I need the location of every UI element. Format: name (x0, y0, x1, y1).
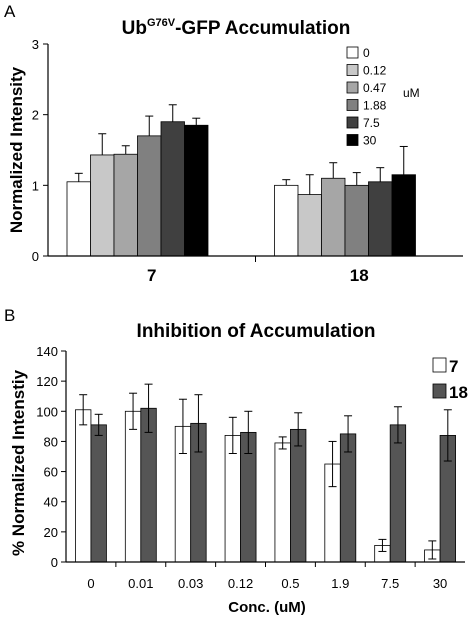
panel-b-bars (75, 383, 456, 563)
panel-a-legend-label: 30 (363, 134, 377, 148)
panel-b-y-tick-label: 100 (36, 404, 58, 419)
panel-a-x-tick-labels: 7 18 (147, 266, 369, 285)
panel-b-bar (124, 410, 142, 563)
panel-a-bar (368, 181, 393, 257)
panel-b-x-tick-label: 0.03 (178, 576, 203, 591)
panel-a-title-sup: G76V (147, 17, 176, 29)
panel-b-bar (224, 434, 241, 563)
panel-a-legend-label: 0 (363, 46, 370, 60)
panel-b-title: Inhibition of Accumulation (137, 321, 376, 342)
panel-b-legend-label: 18 (449, 383, 468, 402)
panel-b-x-tick-label: 7.5 (381, 576, 399, 591)
panel-b-bar (290, 428, 307, 563)
panel-a-bar (344, 184, 369, 257)
panel-a-legend-unit: uM (403, 86, 420, 100)
panel-b-x-tick-label: 0 (87, 576, 94, 591)
panel-a-bar (297, 194, 322, 257)
panel-b-y-tick-label: 20 (44, 525, 58, 540)
panel-b-x-tick-label: 30 (433, 576, 447, 591)
panel-a-y-tick-label: 3 (32, 37, 39, 52)
panel-a-y-tick-label: 2 (32, 108, 39, 123)
panel-a-bar (66, 181, 91, 257)
panel-a-legend-swatch (346, 99, 359, 111)
panel-b-legend-label: 7 (449, 357, 458, 376)
panel-a-legend-label: 0.47 (363, 81, 387, 95)
panel-a-legend: 0 0.12 0.47 1.88 7.5 30 (346, 46, 387, 148)
panel-a-bar (184, 124, 209, 257)
panel-b-chart: B Inhibition of Accumulation % Normalize… (4, 306, 468, 616)
panel-b-y-axis-label: % Normalized Intenstiy (9, 369, 28, 556)
panel-a-bar (321, 177, 346, 257)
panel-b-bar (339, 433, 357, 563)
panel-b-y-tick-label: 80 (44, 434, 58, 449)
panel-b-y-tick-label: 140 (36, 344, 58, 359)
panel-b-legend: 718 (432, 357, 468, 402)
panel-a-bar (113, 153, 138, 257)
panel-b-x-axis-label: Conc. (uM) (228, 599, 305, 616)
panel-b-y-tick-label: 60 (44, 465, 58, 480)
panel-a-axes (47, 44, 463, 262)
panel-a-bar (274, 184, 299, 257)
panel-b-bar (389, 424, 407, 563)
panel-a-legend-label: 1.88 (363, 99, 387, 113)
panel-a-letter: A (4, 2, 16, 21)
panel-a-legend-swatch (346, 134, 359, 146)
panel-b-x-tick-labels: 0 0.01 0.03 0.12 0.5 1.9 7.5 30 (87, 576, 447, 591)
panel-b-y-tick-label: 40 (44, 495, 58, 510)
panel-b-letter: B (4, 306, 15, 325)
panel-a-title-rest: -GFP Accumulation (175, 18, 350, 39)
panel-b-y-tick-label: 0 (51, 555, 58, 570)
panel-b-legend-swatch (432, 357, 447, 373)
panel-a-title-main: Ub (122, 18, 147, 39)
panel-a-legend-swatch (346, 116, 359, 129)
panel-b-x-tick-label: 1.9 (331, 576, 349, 591)
panel-b-x-tick-label: 0.5 (281, 576, 299, 591)
panel-a-chart: A UbG76V-GFP Accumulation Normalized Int… (4, 2, 463, 285)
panel-a-bar (90, 154, 115, 257)
panel-a-title: UbG76V-GFP Accumulation (122, 17, 351, 39)
panel-b-bar (75, 409, 92, 563)
panel-b-bar (90, 424, 107, 563)
panel-b-axes (65, 351, 465, 567)
panel-a-legend-label: 7.5 (363, 116, 380, 130)
panel-a-legend-swatch (346, 81, 359, 94)
panel-b-bar (274, 442, 291, 563)
panel-a-bars (66, 104, 416, 257)
panel-a-x-tick-label: 7 (147, 266, 156, 285)
panel-b-x-tick-label: 0.12 (228, 576, 253, 591)
panel-a-bar (391, 174, 416, 257)
panel-a-y-tick-label: 1 (32, 178, 39, 193)
panel-a-y-ticks: 0 1 2 3 (32, 37, 48, 264)
panel-a-x-tick-label: 18 (350, 266, 369, 285)
panel-b-legend-swatch (432, 383, 447, 399)
panel-b-y-ticks: 0 20 40 60 80 100 120 140 (36, 344, 66, 570)
panel-a-legend-label: 0.12 (363, 64, 387, 78)
panel-b-x-tick-label: 0.01 (128, 576, 153, 591)
panel-b-y-tick-label: 120 (36, 374, 58, 389)
panel-a-bar (160, 121, 185, 257)
panel-a-y-axis-label: Normalized Intensity (7, 66, 26, 233)
panel-a-legend-swatch (346, 46, 359, 59)
panel-a-bar (137, 135, 162, 257)
panel-a-y-tick-label: 0 (32, 249, 39, 264)
panel-a-legend-swatch (346, 64, 359, 76)
